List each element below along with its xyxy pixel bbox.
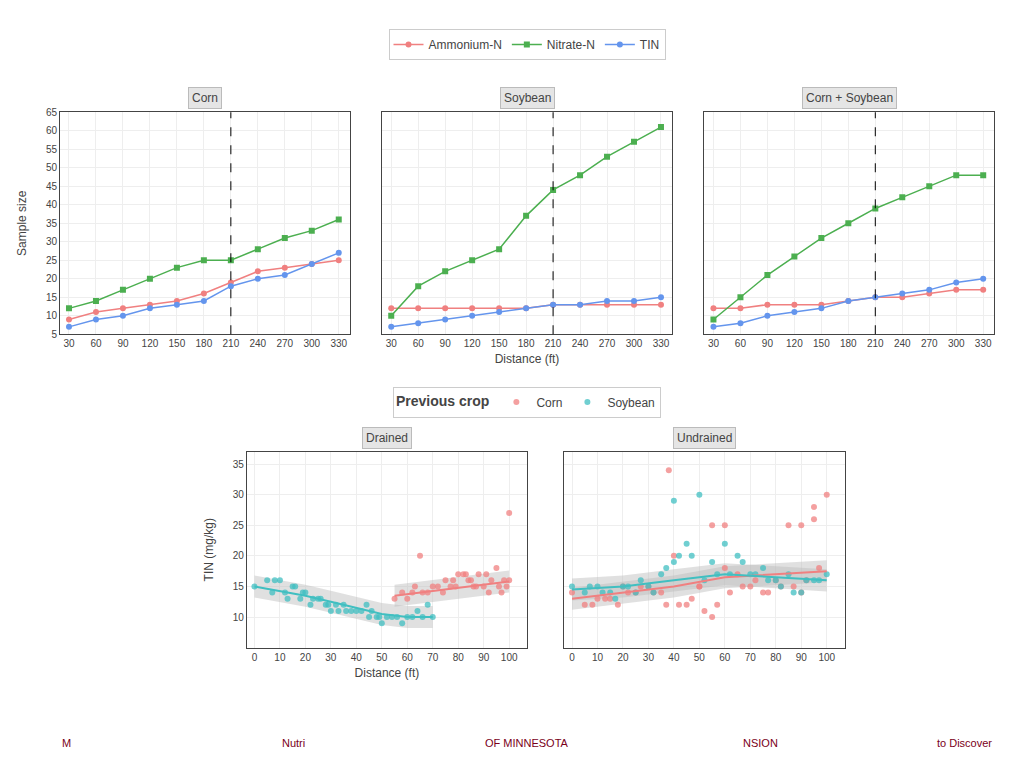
svg-text:60: 60 xyxy=(735,338,747,349)
svg-text:210: 210 xyxy=(867,338,884,349)
svg-text:90: 90 xyxy=(440,338,452,349)
svg-text:65: 65 xyxy=(46,107,58,118)
svg-text:150: 150 xyxy=(169,338,186,349)
svg-text:30: 30 xyxy=(325,652,337,663)
svg-text:240: 240 xyxy=(249,338,266,349)
svg-text:210: 210 xyxy=(545,338,562,349)
svg-text:55: 55 xyxy=(46,144,58,155)
svg-text:270: 270 xyxy=(276,338,293,349)
svg-text:25: 25 xyxy=(46,255,58,266)
svg-text:20: 20 xyxy=(46,273,58,284)
svg-text:Drained: Drained xyxy=(366,431,408,445)
svg-text:40: 40 xyxy=(46,199,58,210)
svg-text:90: 90 xyxy=(117,338,129,349)
svg-text:Nitrate-N: Nitrate-N xyxy=(547,38,595,52)
svg-text:330: 330 xyxy=(975,338,992,349)
svg-text:35: 35 xyxy=(46,218,58,229)
svg-text:45: 45 xyxy=(46,181,58,192)
svg-text:Corn + Soybean: Corn + Soybean xyxy=(806,91,893,105)
svg-text:120: 120 xyxy=(142,338,159,349)
svg-text:300: 300 xyxy=(626,338,643,349)
svg-text:60: 60 xyxy=(719,652,731,663)
svg-text:330: 330 xyxy=(330,338,347,349)
svg-text:120: 120 xyxy=(464,338,481,349)
svg-text:70: 70 xyxy=(745,652,757,663)
svg-text:90: 90 xyxy=(762,338,774,349)
svg-text:OF MINNESOTA: OF MINNESOTA xyxy=(485,737,569,749)
svg-text:180: 180 xyxy=(840,338,857,349)
svg-text:60: 60 xyxy=(413,338,425,349)
svg-text:Soybean: Soybean xyxy=(607,396,654,410)
svg-text:90: 90 xyxy=(478,652,490,663)
svg-text:5: 5 xyxy=(51,329,57,340)
svg-text:300: 300 xyxy=(303,338,320,349)
svg-text:90: 90 xyxy=(796,652,808,663)
svg-text:270: 270 xyxy=(921,338,938,349)
svg-text:30: 30 xyxy=(63,338,75,349)
svg-text:15: 15 xyxy=(46,292,58,303)
svg-text:40: 40 xyxy=(351,652,363,663)
svg-text:120: 120 xyxy=(786,338,803,349)
svg-text:0: 0 xyxy=(569,652,575,663)
svg-text:Previous crop: Previous crop xyxy=(396,393,489,409)
svg-text:180: 180 xyxy=(196,338,213,349)
svg-text:100: 100 xyxy=(501,652,518,663)
svg-text:150: 150 xyxy=(813,338,830,349)
svg-text:60: 60 xyxy=(46,125,58,136)
svg-text:Distance (ft): Distance (ft) xyxy=(495,352,560,366)
svg-text:50: 50 xyxy=(694,652,706,663)
svg-text:210: 210 xyxy=(223,338,240,349)
svg-text:20: 20 xyxy=(300,652,312,663)
svg-text:Corn: Corn xyxy=(192,91,218,105)
svg-text:240: 240 xyxy=(572,338,589,349)
svg-text:Undrained: Undrained xyxy=(677,431,732,445)
svg-text:240: 240 xyxy=(894,338,911,349)
svg-text:30: 30 xyxy=(643,652,655,663)
svg-text:50: 50 xyxy=(46,162,58,173)
svg-text:TIN: TIN xyxy=(640,38,659,52)
svg-text:to Discover: to Discover xyxy=(937,737,992,749)
svg-text:300: 300 xyxy=(948,338,965,349)
svg-text:20: 20 xyxy=(617,652,629,663)
svg-text:TIN (mg/kg): TIN (mg/kg) xyxy=(202,518,216,581)
svg-text:150: 150 xyxy=(491,338,508,349)
svg-text:25: 25 xyxy=(233,520,245,531)
svg-text:270: 270 xyxy=(599,338,616,349)
svg-text:40: 40 xyxy=(668,652,680,663)
svg-text:20: 20 xyxy=(233,550,245,561)
svg-text:80: 80 xyxy=(770,652,782,663)
svg-text:Distance (ft): Distance (ft) xyxy=(355,666,420,680)
svg-text:Nutri: Nutri xyxy=(282,737,305,749)
svg-text:180: 180 xyxy=(518,338,535,349)
svg-text:10: 10 xyxy=(274,652,286,663)
svg-text:70: 70 xyxy=(427,652,439,663)
svg-text:15: 15 xyxy=(233,581,245,592)
svg-text:10: 10 xyxy=(592,652,604,663)
svg-text:10: 10 xyxy=(46,310,58,321)
svg-text:330: 330 xyxy=(653,338,670,349)
svg-text:NSION: NSION xyxy=(743,737,778,749)
svg-text:35: 35 xyxy=(233,459,245,470)
svg-text:Ammonium-N: Ammonium-N xyxy=(429,38,502,52)
svg-text:30: 30 xyxy=(708,338,720,349)
svg-text:80: 80 xyxy=(453,652,465,663)
svg-text:100: 100 xyxy=(818,652,835,663)
svg-text:Sample size: Sample size xyxy=(15,190,29,256)
svg-text:30: 30 xyxy=(46,236,58,247)
svg-text:0: 0 xyxy=(252,652,258,663)
svg-text:M: M xyxy=(62,737,71,749)
svg-text:60: 60 xyxy=(402,652,414,663)
svg-text:30: 30 xyxy=(233,489,245,500)
svg-text:30: 30 xyxy=(386,338,398,349)
svg-text:50: 50 xyxy=(376,652,388,663)
svg-text:60: 60 xyxy=(90,338,102,349)
svg-text:Corn: Corn xyxy=(536,396,562,410)
svg-text:Soybean: Soybean xyxy=(504,91,551,105)
svg-text:10: 10 xyxy=(233,612,245,623)
